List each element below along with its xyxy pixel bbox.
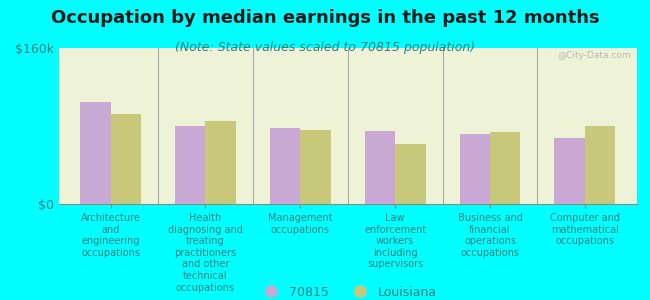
Bar [81, 102, 110, 204]
Bar [395, 143, 426, 204]
Bar [585, 126, 615, 204]
Bar [490, 132, 521, 204]
Text: @City-Data.com: @City-Data.com [558, 51, 631, 60]
Legend: 70815, Louisiana: 70815, Louisiana [254, 281, 441, 300]
Bar [175, 126, 205, 204]
Bar [111, 114, 141, 204]
Bar [365, 131, 395, 204]
Bar [554, 138, 585, 204]
Text: (Note: State values scaled to 70815 population): (Note: State values scaled to 70815 popu… [175, 40, 475, 53]
Bar [270, 128, 300, 204]
Bar [460, 134, 490, 204]
Text: Occupation by median earnings in the past 12 months: Occupation by median earnings in the pas… [51, 9, 599, 27]
Bar [300, 130, 331, 204]
Bar [205, 121, 236, 204]
